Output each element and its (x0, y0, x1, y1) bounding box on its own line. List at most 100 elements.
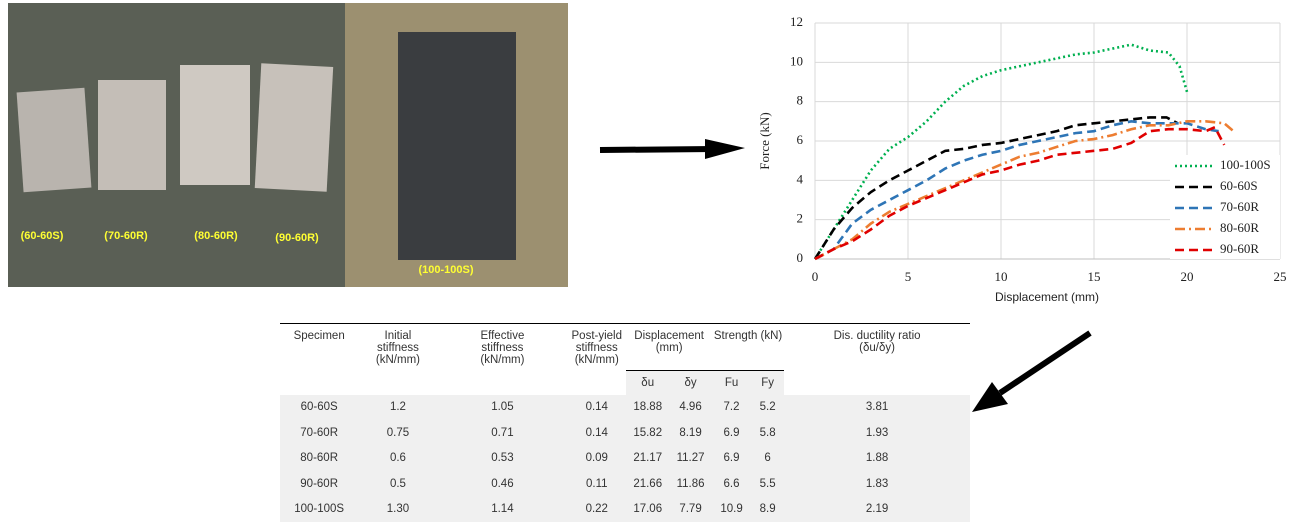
table-cell: 5.8 (751, 420, 785, 446)
x-tick-label: 15 (1088, 269, 1101, 284)
y-tick-label: 8 (797, 93, 804, 108)
subheader-cell: Fy (751, 370, 785, 395)
arrow-shaft (599, 146, 716, 153)
table-cell: 0.14 (567, 394, 627, 420)
arrow (972, 330, 1092, 412)
table-cell: 1.30 (358, 496, 438, 522)
series-line (814, 125, 1226, 261)
table-cell: 2.19 (784, 496, 970, 522)
table-cell: 17.06 (626, 496, 670, 522)
table-cell: 5.5 (751, 471, 785, 497)
table-row: 100-100S 1.30 1.14 0.22 17.06 7.79 10.9 8.9 2.19 (280, 496, 970, 522)
header-cell: Post-yield stiffness (kN/mm) (571, 330, 623, 366)
header-cell: Initial stiffness (kN/mm) (375, 330, 420, 366)
y-axis-label: Force (kN) (757, 112, 772, 169)
photo-label: (60-60S) (21, 230, 64, 242)
table-cell: 90-60R (280, 471, 359, 497)
table-cell: 1.83 (784, 471, 970, 497)
table-cell: 6.9 (711, 420, 752, 446)
arrow-head (705, 139, 745, 159)
y-tick-label: 10 (790, 53, 803, 68)
table-cell: 1.88 (784, 445, 970, 471)
table-cell: 5.2 (751, 394, 785, 420)
table-cell: 0.14 (567, 420, 627, 446)
table-cell: 0.6 (358, 445, 438, 471)
header-cell: Displacement (mm) (634, 330, 704, 354)
legend-label: 90-60R (1220, 241, 1259, 256)
table-cell: 0.46 (437, 471, 568, 497)
table-row: 70-60R 0.75 0.71 0.14 15.82 8.19 6.9 5.8 1.93 (280, 420, 970, 446)
table-cell: 11.27 (669, 445, 712, 471)
table-cell: 80-60R (280, 445, 359, 471)
series-line (814, 120, 1235, 261)
table-cell: 8.9 (751, 496, 785, 522)
plate (98, 80, 166, 190)
photo: (60-60S) (70-60R) (80-60R) (90-60R) (100… (8, 3, 568, 287)
y-tick-label: 12 (790, 14, 803, 29)
legend-label: 70-60R (1220, 199, 1259, 214)
table-cell: 1.14 (437, 496, 568, 522)
header-cell: Strength (kN) (713, 330, 783, 342)
table-cell: 10.9 (711, 496, 752, 522)
legend-label: 100-100S (1220, 157, 1271, 172)
series-line (813, 43, 1189, 260)
table-cell: 0.11 (567, 471, 627, 497)
arrow (599, 139, 745, 159)
photo-label: (80-60R) (194, 230, 238, 242)
header-cell: Effective stiffness (kN/mm) (480, 330, 525, 366)
header-cell: Dis. ductility ratio (δu/δy) (833, 330, 921, 354)
table-cell: 70-60R (280, 420, 359, 446)
y-tick-label: 6 (797, 132, 804, 147)
x-tick-label: 0 (812, 269, 819, 284)
table-cell: 0.09 (567, 445, 627, 471)
results-table: Specimen Initial stiffness (kN/mm) Effec… (280, 323, 970, 522)
table-row: 80-60R 0.6 0.53 0.09 21.17 11.27 6.9 6 1.88 (280, 445, 970, 471)
x-tick-label: 10 (995, 269, 1008, 284)
plate (398, 32, 516, 260)
table-cell: 0.71 (437, 420, 568, 446)
table-cell: 0.75 (358, 420, 438, 446)
plate (16, 87, 92, 193)
table-cell: 21.17 (626, 445, 670, 471)
table-cell: 0.22 (567, 496, 627, 522)
table-cell: 0.5 (358, 471, 438, 497)
arrow-shaft (998, 330, 1092, 396)
x-tick-label: 25 (1274, 269, 1287, 284)
table-cell: 6 (751, 445, 785, 471)
table-row: 60-60S 1.2 1.05 0.14 18.88 4.96 7.2 5.2 3.81 (280, 394, 970, 420)
series-line (814, 120, 1219, 261)
legend-label: 60-60S (1220, 178, 1258, 193)
legend-box (1170, 155, 1280, 259)
table-cell: 7.79 (669, 496, 712, 522)
table-cell: 0.53 (437, 445, 568, 471)
table-cell: 3.81 (784, 394, 970, 420)
table-cell: 21.66 (626, 471, 670, 497)
x-tick-label: 5 (905, 269, 912, 284)
photo-label: (100-100S) (418, 264, 473, 276)
subheader-cell: Fu (711, 370, 752, 395)
table-cell: 4.96 (669, 394, 712, 420)
table-cell: 1.2 (358, 394, 438, 420)
arrow-head (972, 382, 1008, 412)
plate (254, 63, 334, 192)
y-tick-label: 4 (797, 171, 804, 186)
table-cell: 18.88 (626, 394, 670, 420)
legend-label: 80-60R (1220, 220, 1259, 235)
table-cell: 6.6 (711, 471, 752, 497)
photo-label: (90-60R) (275, 232, 319, 244)
y-tick-label: 0 (797, 250, 804, 265)
subheader-cell: δu (626, 370, 670, 395)
table-cell: 7.2 (711, 394, 752, 420)
table-row: 90-60R 0.5 0.46 0.11 21.66 11.86 6.6 5.5 1.83 (280, 471, 970, 497)
table-cell: 1.93 (784, 420, 970, 446)
x-axis-label: Displacement (mm) (995, 290, 1099, 304)
table-cell: 11.86 (669, 471, 712, 497)
table-cell: 100-100S (280, 496, 359, 522)
y-tick-label: 2 (797, 211, 804, 226)
header-cell: Specimen (293, 330, 345, 342)
table-cell: 6.9 (711, 445, 752, 471)
subheader-cell: δy (669, 370, 712, 395)
plate (180, 65, 250, 185)
